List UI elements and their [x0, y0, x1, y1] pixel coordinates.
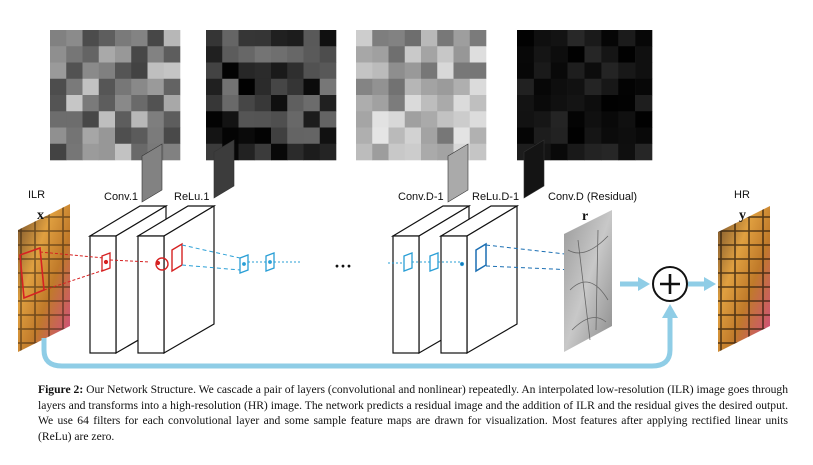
relud1-block	[438, 204, 520, 355]
residual-image	[564, 210, 612, 352]
sum-node	[652, 266, 688, 302]
figure-caption-text: Our Network Structure. We cascade a pair…	[38, 383, 789, 443]
relu1-block	[135, 204, 217, 355]
figure-caption-label: Figure 2:	[38, 383, 84, 396]
input-label: ILR	[28, 189, 45, 201]
figure-caption: Figure 2: Our Network Structure. We casc…	[38, 382, 788, 444]
input-symbol: x	[37, 208, 44, 223]
residual-symbol: r	[582, 209, 588, 224]
ellipsis-dots: ···	[334, 256, 352, 276]
feature-map-conv1-sample	[141, 143, 163, 203]
convd1-label: Conv.D-1	[398, 191, 444, 203]
residual-to-sum-arrow	[620, 277, 650, 291]
feature-map-convd1	[356, 30, 487, 203]
mid-connections	[181, 244, 300, 274]
feature-map-convd1-sample	[447, 143, 469, 203]
input-image-ilr	[18, 204, 70, 352]
skip-connection-arrow	[41, 304, 678, 369]
output-label: HR	[734, 189, 750, 201]
feature-map-relu1	[206, 30, 337, 199]
feature-map-relud1-sample	[523, 139, 545, 199]
conv1-label: Conv.1	[104, 191, 138, 203]
output-image-hr	[718, 206, 770, 352]
sum-to-output-arrow	[688, 277, 716, 291]
feature-map-panels	[50, 30, 653, 203]
feature-map-relud1	[517, 30, 653, 199]
output-symbol: y	[739, 208, 746, 223]
feature-map-relu1-sample	[213, 139, 235, 199]
convd-label: Conv.D (Residual)	[548, 191, 637, 203]
relu1-label: ReLu.1	[174, 191, 209, 203]
relud1-label: ReLu.D-1	[472, 191, 519, 203]
feature-map-conv1	[50, 30, 181, 203]
